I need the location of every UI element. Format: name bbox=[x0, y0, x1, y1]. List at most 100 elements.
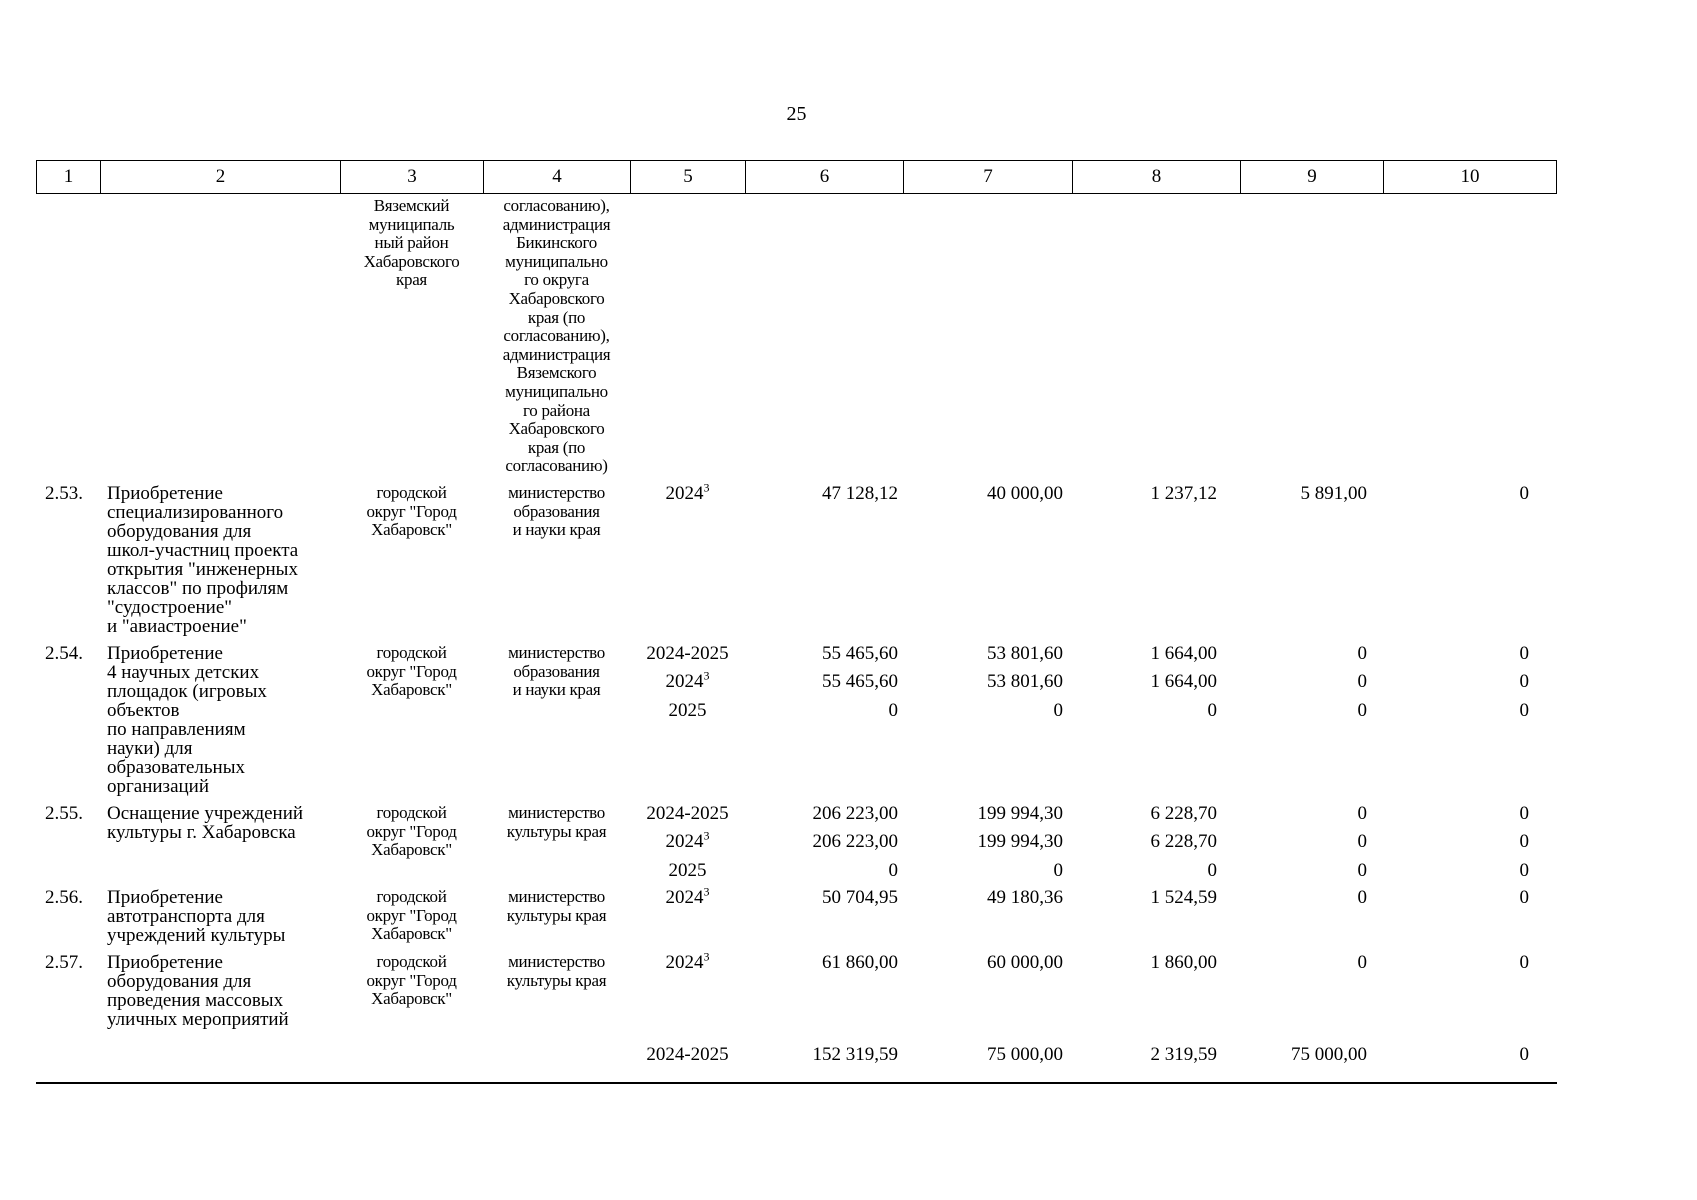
cell-col8: 6 228,70 6 228,70 0 bbox=[1150, 802, 1218, 881]
cell-col6: 152 319,59 bbox=[812, 1043, 899, 1065]
page-number: 25 bbox=[786, 103, 807, 125]
cell-col9: 5 891,00 bbox=[1300, 482, 1368, 504]
cell-col10: 0 bbox=[1519, 951, 1530, 973]
cell-period: 2024-2025 20243 2025 bbox=[630, 644, 745, 796]
period-text: 2025 bbox=[668, 859, 707, 881]
cell-period: 20243 bbox=[630, 949, 745, 1029]
cell-territory: городской округ "Город Хабаровск" bbox=[366, 482, 457, 540]
period-text: 2024 bbox=[665, 671, 704, 693]
cell-col7: 49 180,36 bbox=[987, 886, 1063, 908]
cell-col7: 53 801,60 53 801,60 0 bbox=[987, 642, 1063, 721]
table-row-totals: 2024-2025 152 319,59 75 000,00 2 319,59 … bbox=[36, 1045, 1557, 1064]
table-row-2-56: 2.56. Приобретение автотранспорта для учре… bbox=[36, 884, 1557, 946]
cell-col6: 50 704,95 bbox=[822, 886, 898, 908]
period-text: 2024-2025 bbox=[646, 1043, 729, 1065]
period-text: 2024 bbox=[665, 831, 704, 853]
cell-col6: 206 223,00 206 223,00 0 bbox=[812, 802, 899, 881]
cell-col8: 1 860,00 bbox=[1150, 951, 1218, 973]
column-header-8: 8 bbox=[1072, 160, 1240, 194]
cell-col7: 60 000,00 bbox=[987, 951, 1063, 973]
cell-col6: 61 860,00 bbox=[822, 951, 898, 973]
cell-col8: 1 524,59 bbox=[1150, 886, 1218, 908]
cell-col7: 40 000,00 bbox=[987, 482, 1063, 504]
cell-name: Приобретение автотранспорта для учреждений… bbox=[107, 886, 286, 946]
cell-territory: городской округ "Город Хабаровск" bbox=[366, 886, 457, 944]
table-row-continuation: Вяземский муниципаль ный район Хабаровского… bbox=[36, 196, 1557, 476]
cell-col10: 0 bbox=[1519, 482, 1530, 504]
cell-executor: министерство культуры края bbox=[506, 951, 607, 990]
column-header-7: 7 bbox=[903, 160, 1072, 194]
table-row-2-53: 2.53. Приобретение специализированного обо… bbox=[36, 480, 1557, 637]
cell-executor: министерство культуры края bbox=[506, 886, 607, 925]
cell-col9: 0 bbox=[1357, 886, 1368, 908]
footnote-ref: 3 bbox=[703, 884, 710, 899]
cell-executor: министерство образования и науки края bbox=[508, 482, 605, 540]
cell-territory: Вяземский муниципаль ный район Хабаровского… bbox=[363, 196, 460, 290]
cell-territory bbox=[340, 1045, 483, 1064]
cell-number: 2.57. bbox=[45, 951, 83, 973]
cell-territory: городской округ "Город Хабаровск" bbox=[366, 951, 457, 1009]
column-header-4: 4 bbox=[483, 160, 630, 194]
cell-name: Приобретение специализированного оборудова… bbox=[107, 482, 299, 637]
cell-number: 2.56. bbox=[45, 886, 83, 908]
cell-territory: городской округ "Город Хабаровск" bbox=[366, 802, 457, 860]
cell-col10: 0 bbox=[1519, 886, 1530, 908]
cell-col9: 75 000,00 bbox=[1291, 1043, 1367, 1065]
cell-period: 2024-2025 20243 2025 bbox=[630, 804, 745, 880]
column-header-3: 3 bbox=[340, 160, 483, 194]
table-body: Вяземский муниципаль ный район Хабаровского… bbox=[36, 194, 1557, 1084]
cell-col9: 0 bbox=[1357, 951, 1368, 973]
table-header-row: 1 2 3 4 5 6 7 8 9 10 bbox=[36, 160, 1557, 194]
period-text: 2024 bbox=[665, 951, 704, 973]
cell-period: 20243 bbox=[630, 884, 745, 945]
cell-col6: 47 128,12 bbox=[822, 482, 898, 504]
column-header-10: 10 bbox=[1383, 160, 1557, 194]
footnote-ref: 3 bbox=[703, 949, 710, 964]
cell-number: 2.55. bbox=[45, 802, 83, 824]
cell-executor bbox=[483, 1045, 630, 1064]
period-text: 2024 bbox=[665, 886, 704, 908]
cell-col8: 2 319,59 bbox=[1150, 1043, 1218, 1065]
period-text: 2024-2025 bbox=[646, 642, 729, 664]
cell-name: Приобретение оборудования для проведения м… bbox=[107, 951, 289, 1030]
table-row-2-54: 2.54. Приобретение 4 научных детских площа… bbox=[36, 642, 1557, 797]
column-header-6: 6 bbox=[745, 160, 903, 194]
table-row-2-55: 2.55. Оснащение учреждений культуры г. Ха… bbox=[36, 802, 1557, 881]
cell-period: 2024-2025 bbox=[630, 1045, 745, 1064]
cell-col7: 75 000,00 bbox=[987, 1043, 1063, 1065]
cell-number: 2.53. bbox=[45, 482, 83, 504]
cell-executor: согласованию), администрация Бикинского мун… bbox=[502, 196, 611, 476]
cell-col10: 0 bbox=[1519, 1043, 1530, 1065]
cell-territory: городской округ "Город Хабаровск" bbox=[366, 642, 457, 700]
cell-name: Оснащение учреждений культуры г. Хабаровс… bbox=[107, 802, 304, 843]
budget-table: 1 2 3 4 5 6 7 8 9 10 Вяземский муниципаль… bbox=[36, 160, 1557, 1084]
cell-name: Приобретение 4 научных детских площадок (и… bbox=[107, 642, 267, 797]
period-text: 2025 bbox=[668, 699, 707, 721]
footnote-ref: 3 bbox=[703, 669, 710, 684]
footnote-ref: 3 bbox=[703, 480, 710, 495]
table-bottom-border bbox=[36, 1081, 1557, 1084]
footnote-ref: 3 bbox=[703, 829, 710, 844]
period-text: 2024-2025 bbox=[646, 802, 729, 824]
column-header-9: 9 bbox=[1240, 160, 1383, 194]
column-header-5: 5 bbox=[630, 160, 745, 194]
cell-period: 20243 bbox=[630, 480, 745, 636]
cell-executor: министерство культуры края bbox=[506, 802, 607, 841]
cell-number bbox=[36, 197, 100, 476]
cell-number: 2.54. bbox=[45, 642, 83, 664]
column-header-1: 1 bbox=[36, 160, 100, 194]
period-text: 2024 bbox=[665, 482, 704, 504]
cell-name bbox=[100, 1045, 340, 1064]
cell-col8: 1 237,12 bbox=[1150, 482, 1218, 504]
cell-col6: 55 465,60 55 465,60 0 bbox=[822, 642, 898, 721]
column-header-2: 2 bbox=[100, 160, 340, 194]
cell-col7: 199 994,30 199 994,30 0 bbox=[977, 802, 1064, 881]
cell-executor: министерство образования и науки края bbox=[508, 642, 605, 700]
cell-number bbox=[36, 1045, 100, 1064]
cell-col8: 1 664,00 1 664,00 0 bbox=[1150, 642, 1218, 721]
